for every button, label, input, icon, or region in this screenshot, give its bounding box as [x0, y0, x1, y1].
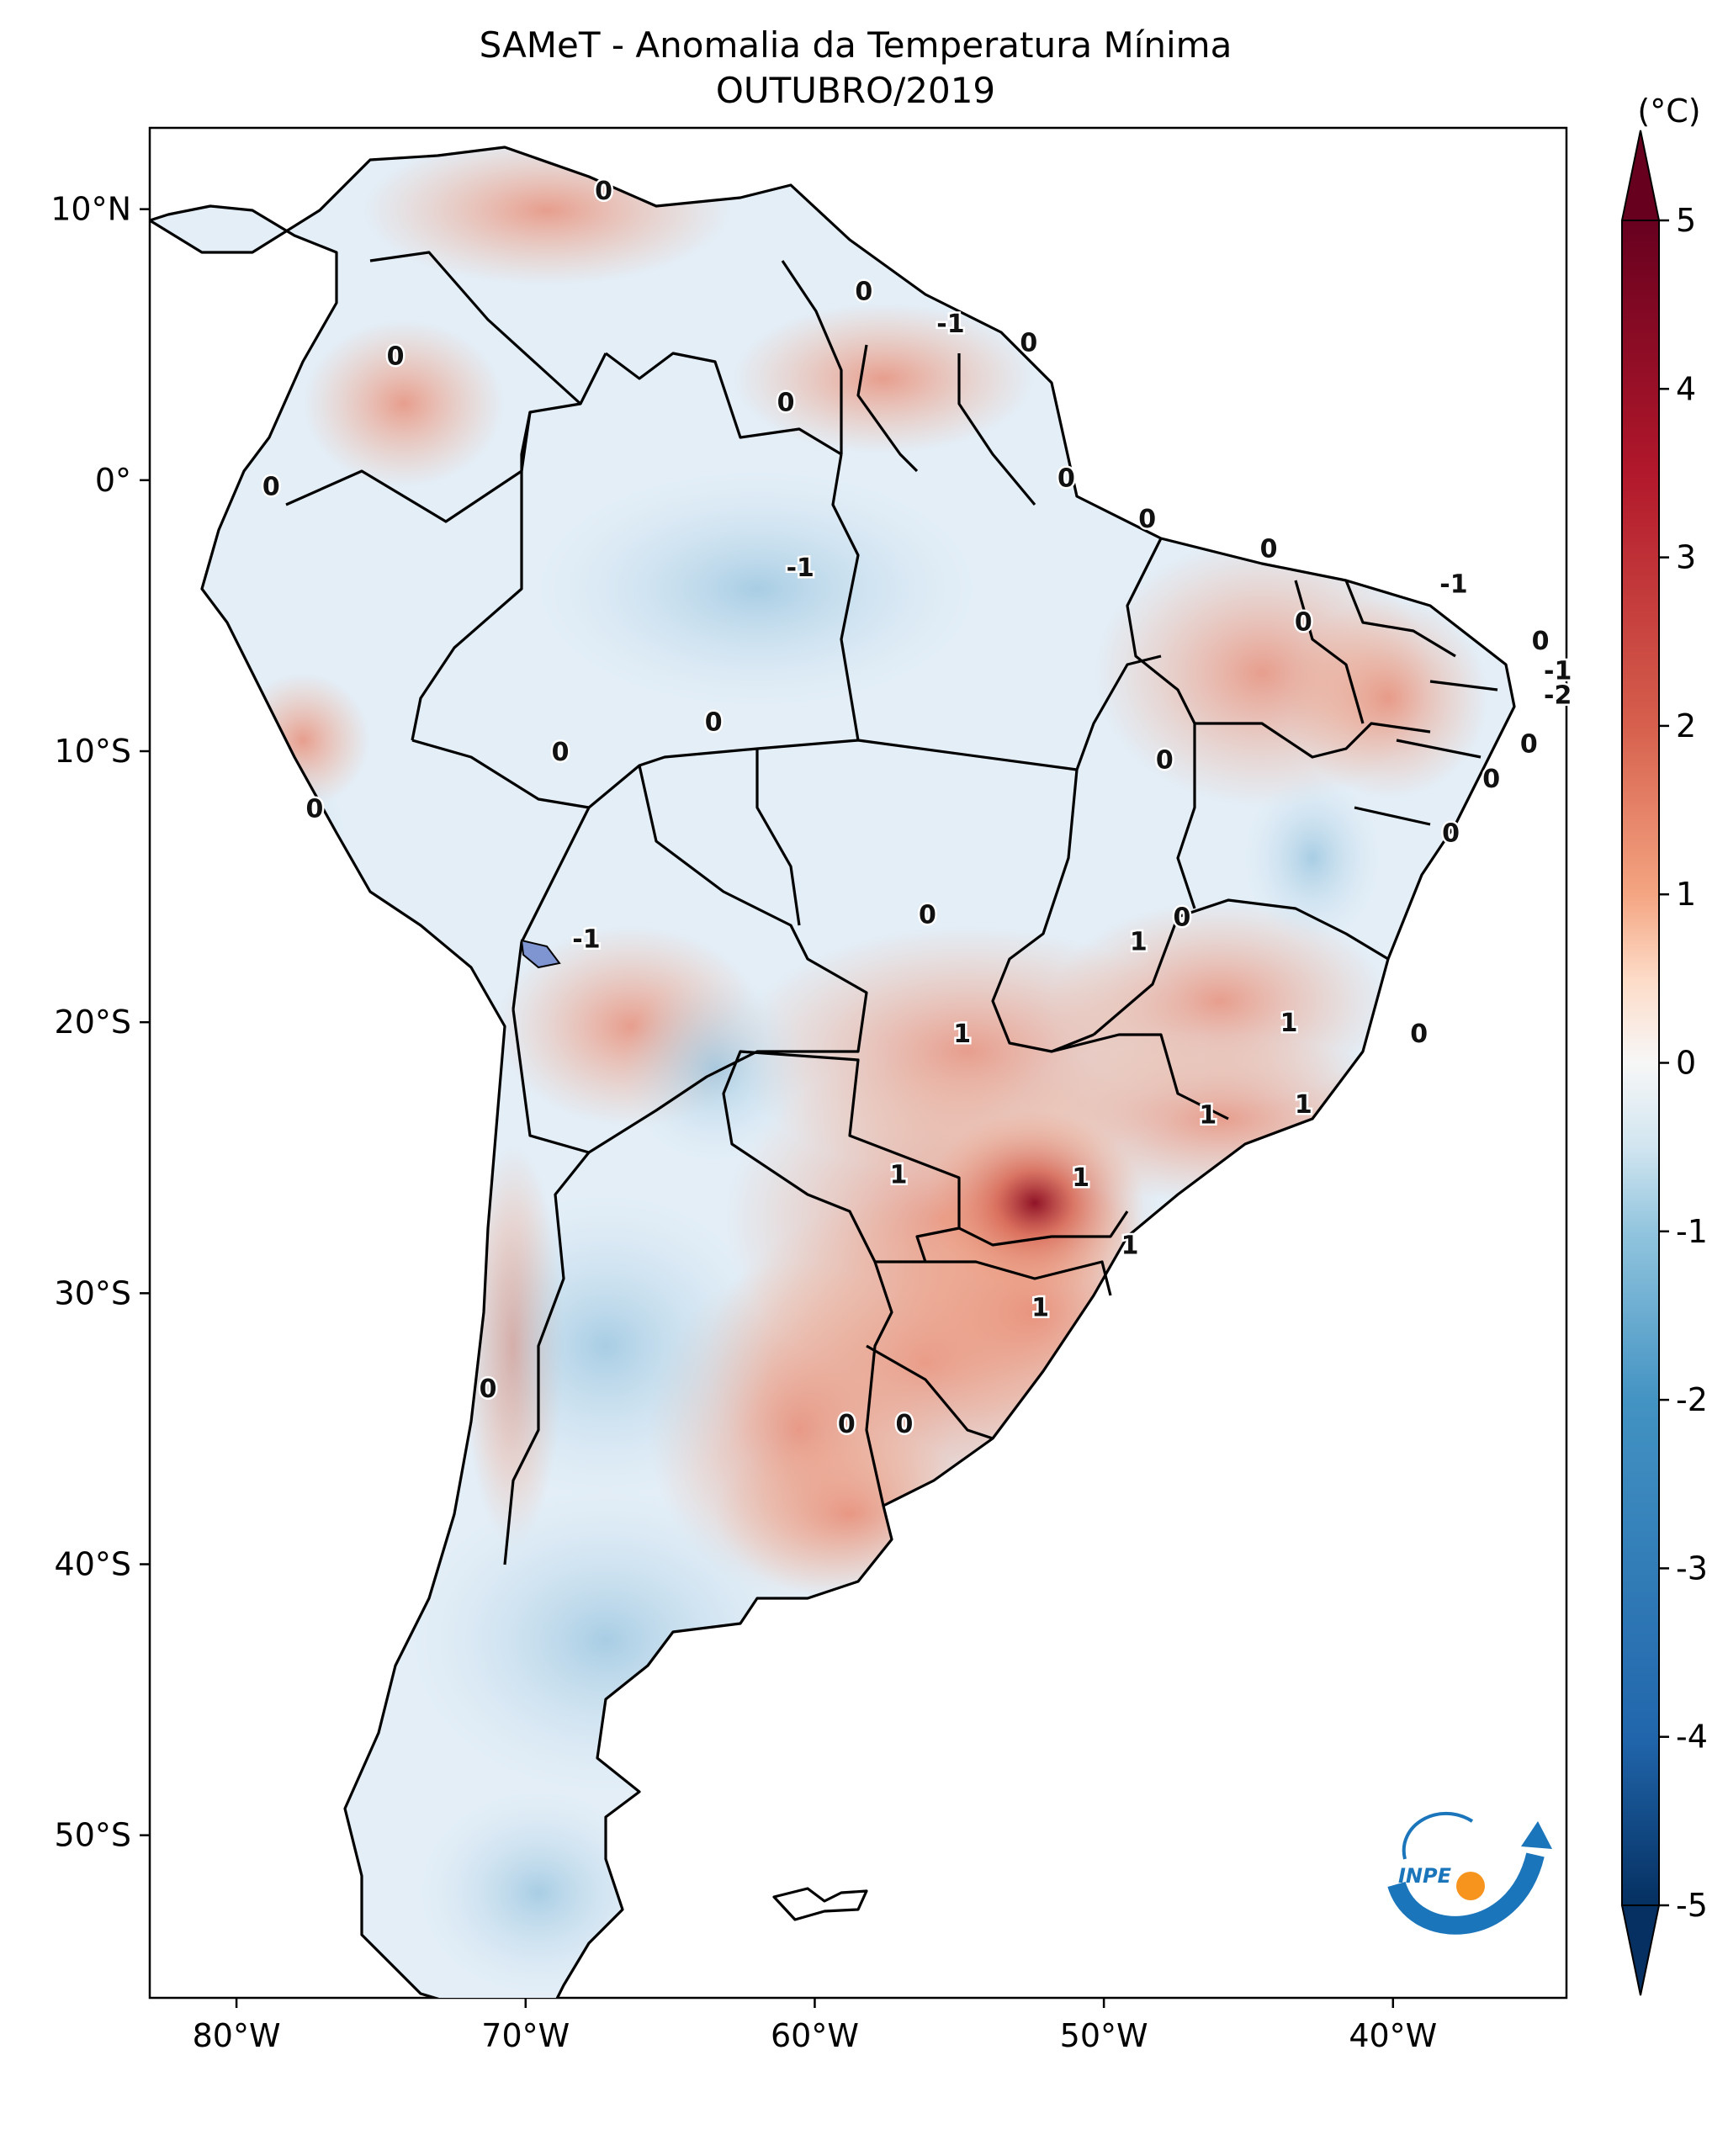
colorbar-max-extension	[1620, 130, 1661, 221]
colorbar-tick-label: -5	[1676, 1887, 1708, 1924]
contour-label: 0	[838, 1410, 856, 1439]
map-title: SAMeT - Anomalia da Temperatura Mínima	[480, 24, 1232, 66]
contour-label: 1	[1130, 928, 1148, 957]
y-tick-label: 30°S	[55, 1274, 131, 1311]
y-tick-label: 10°N	[50, 191, 131, 228]
logo-arrow-icon	[1521, 1821, 1552, 1849]
y-tick-label: 20°S	[55, 1004, 131, 1041]
contour-label: 0	[1520, 729, 1538, 759]
contour-label: 0	[1410, 1020, 1428, 1049]
contour-label: 0	[595, 177, 612, 206]
colorbar-min-extension	[1620, 1904, 1661, 1996]
contour-label: 0	[480, 1375, 497, 1404]
colorbar-tick-label: 2	[1676, 707, 1696, 744]
x-tick-label: 70°W	[481, 2017, 570, 2054]
contour-label: -1	[1439, 569, 1467, 599]
y-tick-label: 50°S	[55, 1817, 131, 1854]
inpe-logo: INPE	[1387, 1811, 1552, 1935]
logo-arc	[1402, 1811, 1474, 1860]
contour-label: 0	[777, 388, 795, 417]
contour-label: 0	[1532, 627, 1550, 656]
contour-label: -2	[1544, 681, 1572, 710]
contour-label: 1	[1199, 1101, 1216, 1131]
contour-label: -1	[572, 924, 600, 954]
colorbar-tick-label: -1	[1676, 1213, 1708, 1250]
x-tick-label: 50°W	[1060, 2017, 1148, 2054]
contour-label: 1	[1121, 1231, 1139, 1260]
colorbar-tick-label: -4	[1676, 1719, 1708, 1756]
y-tick-label: 40°S	[55, 1546, 131, 1583]
contour-label: 0	[1442, 819, 1460, 849]
colorbar-tick-label: -2	[1676, 1381, 1708, 1418]
contour-label: -1	[936, 310, 964, 339]
contour-label: 1	[890, 1161, 908, 1190]
colorbar-tick-label: 1	[1676, 876, 1696, 913]
colorbar-tick-label: 0	[1676, 1045, 1696, 1082]
contour-label: 1	[1280, 1009, 1298, 1038]
contour-label: 0	[305, 795, 323, 824]
y-tick-label: 10°S	[55, 733, 131, 770]
y-tick-label: 0°	[95, 462, 131, 499]
contour-label: 0	[1156, 746, 1174, 776]
contour-label: 1	[1072, 1163, 1089, 1193]
colorbar-ticks: 5 4 3 2 1 0 -1 -2 -3 -4 -5	[1659, 202, 1708, 1924]
logo-sun-icon	[1456, 1872, 1485, 1900]
contour-label: 1	[1031, 1293, 1049, 1322]
contour-label: 0	[705, 708, 723, 738]
contour-label: 0	[262, 472, 280, 501]
country-borders	[150, 146, 1516, 1998]
colorbar-tick-label: 4	[1676, 370, 1696, 407]
x-tick-label: 80°W	[193, 2017, 281, 2054]
colorbar-unit-label: (°C)	[1637, 93, 1700, 130]
contour-label: 0	[1138, 505, 1156, 534]
contour-label: 0	[896, 1410, 914, 1439]
colorbar: (°C) 5 4 3 2 1 0 -1 -2 -3 -4 -5	[1620, 93, 1708, 1996]
contour-label: -1	[787, 554, 814, 583]
falkland-islands	[772, 1887, 868, 1921]
colorbar-tick-label: 3	[1676, 539, 1696, 576]
contour-label: 0	[1057, 464, 1075, 494]
colorbar-bar	[1621, 220, 1660, 1906]
x-tick-label: 60°W	[771, 2017, 859, 2054]
contour-label: 0	[1173, 903, 1190, 933]
contour-label: 0	[1482, 765, 1500, 794]
contour-label: 1	[1295, 1090, 1312, 1120]
contour-label: 0	[919, 900, 936, 930]
contour-label: 1	[953, 1020, 971, 1049]
lake-titicaca	[520, 939, 561, 969]
contour-label: 0	[855, 277, 872, 306]
logo-swoosh	[1387, 1852, 1545, 1935]
x-tick-label: 40°W	[1349, 2017, 1437, 2054]
colorbar-tick-label: 5	[1676, 202, 1696, 239]
map-subtitle: OUTUBRO/2019	[716, 70, 995, 111]
contour-label: 0	[1295, 607, 1312, 637]
colorbar-tick-label: -3	[1676, 1549, 1708, 1587]
contour-label: 0	[552, 738, 570, 767]
y-axis: 10°N 0° 10°S 20°S 30°S 40°S 50°S	[50, 191, 150, 1854]
x-axis: 80°W 70°W 60°W 50°W 40°W	[193, 1998, 1437, 2054]
contour-label: -1	[1544, 656, 1572, 686]
logo-text: INPE	[1398, 1864, 1452, 1888]
contour-label: 0	[1260, 534, 1278, 564]
contour-label: 0	[387, 342, 405, 372]
contour-label: 0	[1020, 329, 1037, 358]
